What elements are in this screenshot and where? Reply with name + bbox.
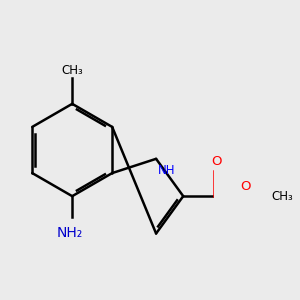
- Text: NH: NH: [158, 164, 175, 177]
- Text: CH₃: CH₃: [272, 190, 293, 203]
- Text: O: O: [211, 155, 222, 168]
- Text: CH₃: CH₃: [61, 64, 83, 77]
- Text: NH₂: NH₂: [57, 226, 83, 240]
- Text: O: O: [240, 180, 250, 193]
